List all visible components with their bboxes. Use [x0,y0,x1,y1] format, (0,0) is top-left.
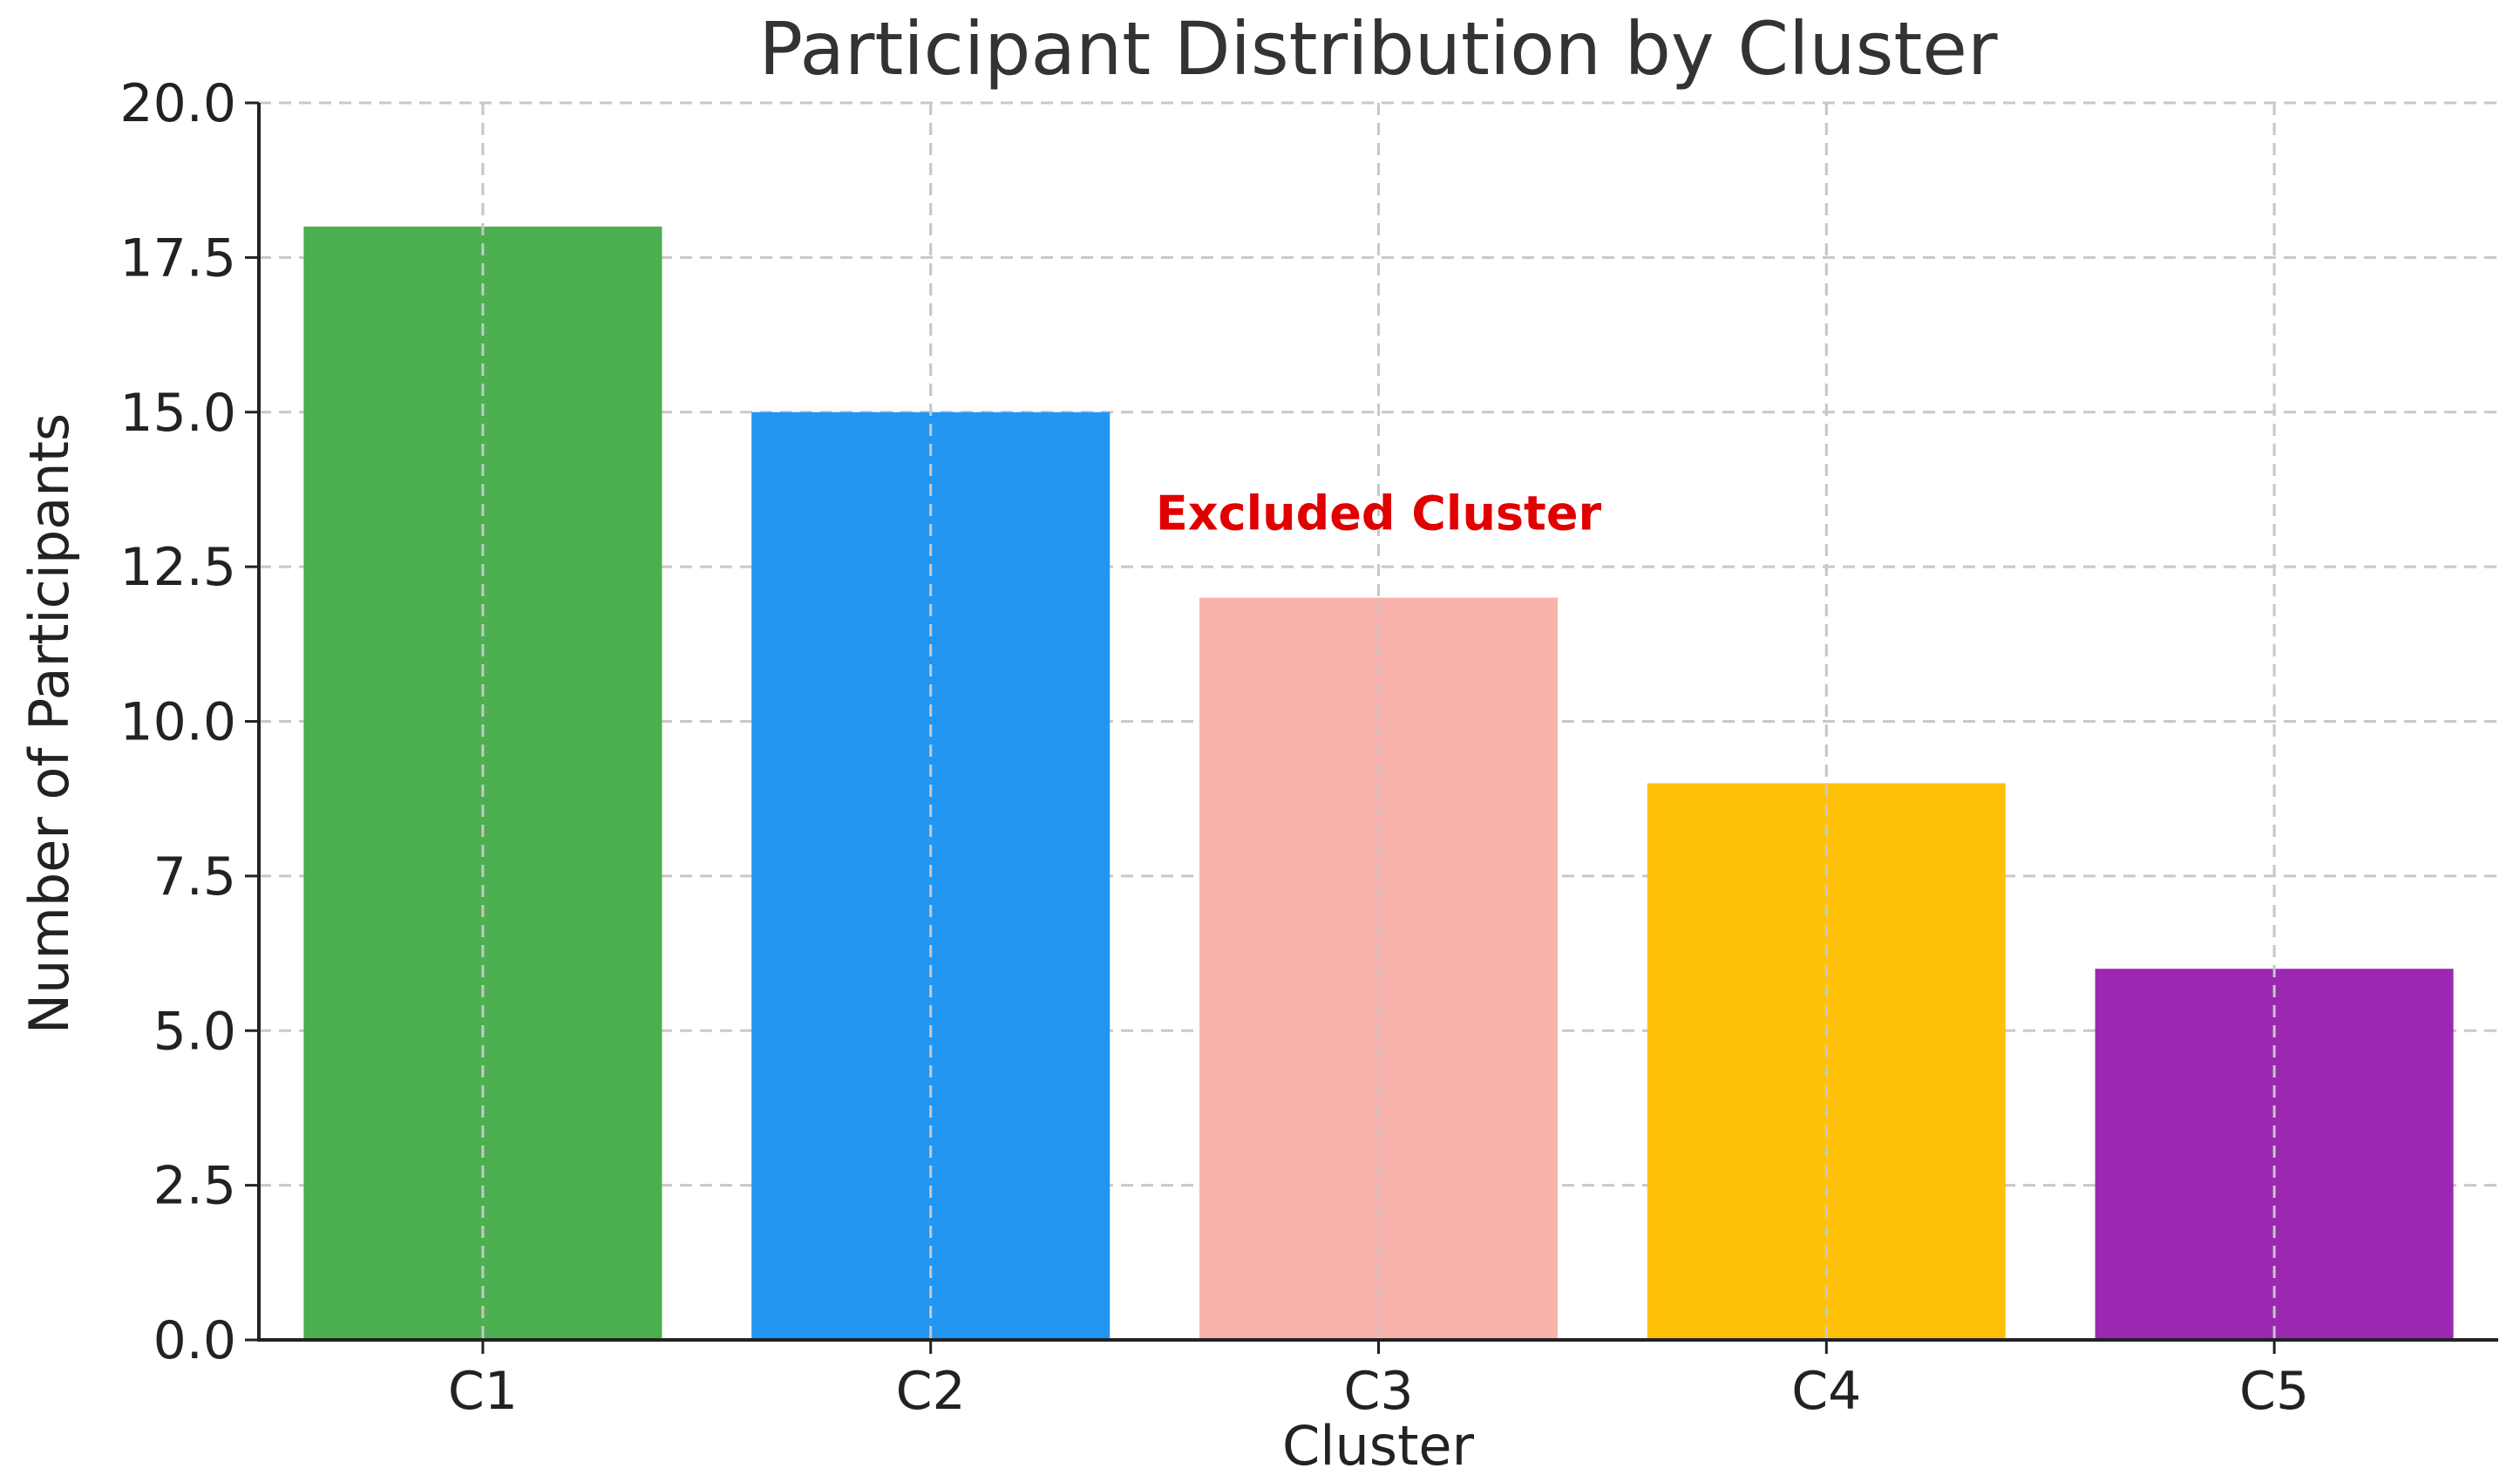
x-tick-label: C2 [896,1361,966,1422]
chart-title: Participant Distribution by Cluster [759,6,1998,92]
y-tick-label: 5.0 [153,1001,236,1062]
x-tick-label: C5 [2239,1361,2309,1422]
y-tick-label: 10.0 [119,692,236,753]
y-axis-label: Number of Participants [17,413,81,1034]
y-tick-label: 0.0 [153,1310,236,1371]
axes [245,101,2498,1354]
annotation-label: Excluded Cluster [1156,486,1602,541]
x-tick-label: C3 [1343,1361,1413,1422]
x-axis-label: Cluster [1282,1414,1475,1478]
x-tick-label: C1 [448,1361,518,1422]
tick-labels: 0.0 2.5 5.0 7.5 10.0 12.5 15.0 17.5 20.0 C1 C2 C3 C4… [119,73,2309,1422]
y-tick-label: 17.5 [119,228,236,289]
x-tick-label: C4 [1791,1361,1861,1422]
y-tick-label: 2.5 [153,1156,236,1217]
y-tick-label: 15.0 [119,383,236,444]
y-tick-label: 20.0 [119,73,236,134]
bars [303,103,2454,1340]
y-tick-label: 12.5 [119,537,236,598]
annotations: Excluded Cluster [1156,486,1602,541]
y-tick-label: 7.5 [153,846,236,908]
